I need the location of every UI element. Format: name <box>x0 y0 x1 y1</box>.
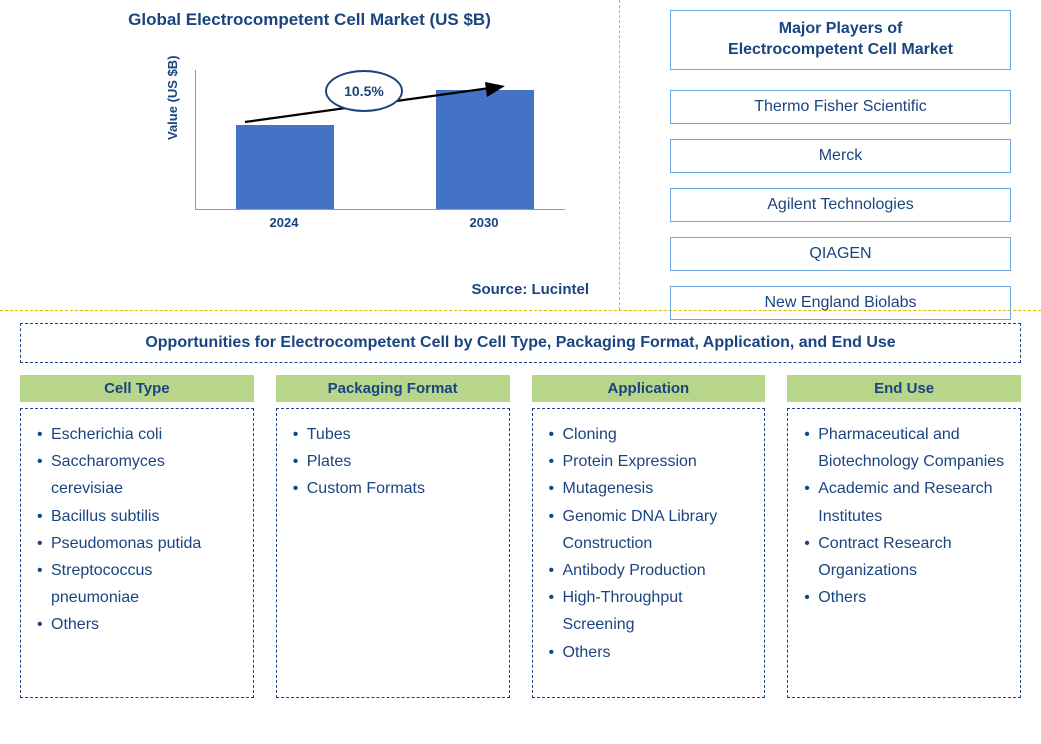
player-item: Merck <box>670 139 1011 173</box>
list-item: Bacillus subtilis <box>37 503 241 530</box>
list-item: Genomic DNA Library Construction <box>549 503 753 557</box>
player-item: New England Biolabs <box>670 286 1011 320</box>
list-item: Tubes <box>293 421 497 448</box>
players-list: Thermo Fisher Scientific Merck Agilent Tec… <box>660 90 1021 320</box>
x-label-2024: 2024 <box>270 215 299 230</box>
list-item: Protein Expression <box>549 448 753 475</box>
chart-title: Global Electrocompetent Cell Market (US … <box>0 0 619 30</box>
category-body: TubesPlatesCustom Formats <box>276 408 510 698</box>
list-item: Contract Research Organizations <box>804 530 1008 584</box>
y-axis-label: Value (US $B) <box>165 55 180 140</box>
list-item: High-Throughput Screening <box>549 584 753 638</box>
bar-2024 <box>236 125 334 209</box>
opportunities-title: Opportunities for Electrocompetent Cell … <box>20 323 1021 363</box>
list-item: Custom Formats <box>293 475 497 502</box>
category-list: Pharmaceutical and Biotechnology Compani… <box>804 421 1008 611</box>
category-body: CloningProtein ExpressionMutagenesisGeno… <box>532 408 766 698</box>
player-item: QIAGEN <box>670 237 1011 271</box>
category-header: Application <box>532 375 766 402</box>
category-header: End Use <box>787 375 1021 402</box>
players-title-line1: Major Players of <box>675 19 1006 40</box>
list-item: Plates <box>293 448 497 475</box>
category-list: Escherichia coliSaccharomyces cerevisiae… <box>37 421 241 639</box>
list-item: Others <box>804 584 1008 611</box>
list-item: Mutagenesis <box>549 475 753 502</box>
players-title-box: Major Players of Electrocompetent Cell M… <box>670 10 1011 70</box>
x-label-2030: 2030 <box>470 215 499 230</box>
list-item: Escherichia coli <box>37 421 241 448</box>
list-item: Pseudomonas putida <box>37 530 241 557</box>
list-item: Saccharomyces cerevisiae <box>37 448 241 502</box>
category-header: Cell Type <box>20 375 254 402</box>
list-item: Pharmaceutical and Biotechnology Compani… <box>804 421 1008 475</box>
category-column: End Use Pharmaceutical and Biotechnology … <box>787 375 1021 698</box>
category-column: Packaging Format TubesPlatesCustom Format… <box>276 375 510 698</box>
growth-rate-badge: 10.5% <box>325 70 403 112</box>
list-item: Others <box>37 611 241 638</box>
list-item: Others <box>549 639 753 666</box>
category-header: Packaging Format <box>276 375 510 402</box>
top-region: Global Electrocompetent Cell Market (US … <box>0 0 1041 310</box>
growth-rate-value: 10.5% <box>344 83 384 99</box>
source-label: Source: Lucintel <box>471 281 589 298</box>
list-item: Streptococcus pneumoniae <box>37 557 241 611</box>
players-panel: Major Players of Electrocompetent Cell M… <box>620 0 1041 310</box>
player-item: Thermo Fisher Scientific <box>670 90 1011 124</box>
list-item: Antibody Production <box>549 557 753 584</box>
list-item: Cloning <box>549 421 753 448</box>
players-title-line2: Electrocompetent Cell Market <box>675 40 1006 61</box>
category-body: Escherichia coliSaccharomyces cerevisiae… <box>20 408 254 698</box>
category-body: Pharmaceutical and Biotechnology Compani… <box>787 408 1021 698</box>
chart-panel: Global Electrocompetent Cell Market (US … <box>0 0 620 310</box>
list-item: Academic and Research Institutes <box>804 475 1008 529</box>
category-list: TubesPlatesCustom Formats <box>293 421 497 503</box>
player-item: Agilent Technologies <box>670 188 1011 222</box>
categories-row: Cell Type Escherichia coliSaccharomyces c… <box>0 363 1041 698</box>
category-column: Application CloningProtein ExpressionMuta… <box>532 375 766 698</box>
category-list: CloningProtein ExpressionMutagenesisGeno… <box>549 421 753 666</box>
category-column: Cell Type Escherichia coliSaccharomyces c… <box>20 375 254 698</box>
chart-area: 10.5% 2024 2030 <box>195 70 565 250</box>
